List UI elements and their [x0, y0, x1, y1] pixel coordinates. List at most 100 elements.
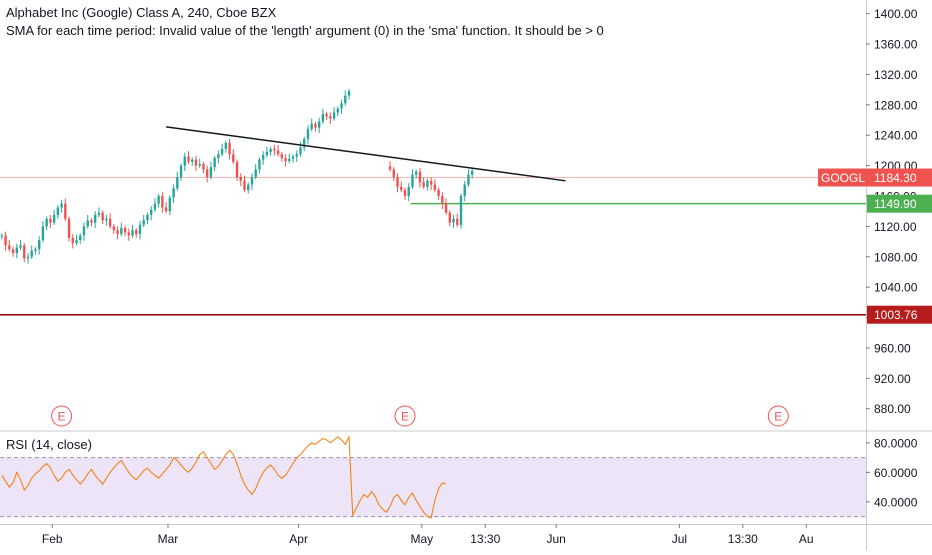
candle-body — [37, 240, 41, 250]
time-tick-label: Au — [799, 532, 814, 546]
candle-body — [396, 177, 399, 187]
candle-body — [34, 249, 37, 251]
candle-body — [30, 250, 33, 257]
rsi-title: RSI (14, close) — [6, 437, 92, 452]
axis-layer: 1400.001360.001320.001280.001240.001200.… — [42, 7, 918, 546]
earnings-marker[interactable] — [394, 405, 416, 427]
candle-body — [138, 224, 142, 234]
candle-body — [325, 113, 328, 117]
candle-body — [45, 218, 48, 227]
candle-body — [344, 95, 347, 104]
price-tick-label: 1080.00 — [874, 250, 918, 264]
candle-body — [79, 235, 82, 241]
candle-body — [23, 245, 26, 259]
candle-body — [187, 156, 190, 162]
last-price-badge — [867, 168, 932, 187]
candle-body — [146, 215, 149, 221]
symbol-badge — [818, 168, 868, 187]
candle-body — [19, 245, 22, 248]
candle-body — [49, 218, 52, 223]
trend-line[interactable] — [166, 126, 566, 182]
low-price-badge — [867, 305, 932, 324]
trend-line-layer[interactable] — [166, 126, 566, 182]
rsi-tick-label: 60.0000 — [874, 466, 918, 480]
candle-body — [340, 103, 343, 109]
candle-body — [135, 230, 138, 234]
candle-body — [67, 218, 71, 238]
candle-body — [202, 164, 205, 170]
candle-body — [52, 215, 56, 223]
candle-body — [441, 196, 444, 204]
candle-body — [217, 154, 220, 159]
rsi-band — [0, 457, 866, 517]
candle-body — [415, 171, 418, 175]
candle-body — [299, 147, 302, 155]
candle-body — [444, 203, 448, 213]
candle-body — [127, 232, 130, 236]
candle-body — [191, 159, 194, 162]
low-price-badge-label: 1003.76 — [874, 308, 918, 322]
candle-body — [56, 207, 60, 215]
candle-body — [149, 209, 153, 215]
candle-body — [276, 150, 280, 155]
horizontal-lines-layer — [0, 177, 866, 316]
candle-body — [157, 196, 160, 204]
candle-body — [288, 158, 291, 162]
earnings-marker[interactable] — [767, 405, 789, 427]
candle-body — [247, 184, 250, 190]
candle-body — [82, 226, 86, 236]
time-tick-label: Jun — [547, 532, 566, 546]
candle-body — [291, 156, 295, 159]
candle-body — [164, 207, 168, 212]
price-tick-label: 1120.00 — [874, 220, 917, 234]
candle-body — [295, 154, 298, 157]
candle-body — [254, 169, 257, 178]
candle-body — [224, 142, 228, 149]
candle-body — [161, 196, 164, 208]
price-tick-label: 880.00 — [874, 402, 911, 416]
candle-body — [250, 177, 254, 185]
candle-body — [232, 154, 235, 162]
candle-body — [411, 174, 414, 187]
earnings-marker[interactable] — [51, 405, 73, 427]
rsi-line — [1, 434, 447, 519]
candle-body — [273, 148, 276, 151]
candle-body — [93, 215, 97, 223]
price-tick-label: 1240.00 — [874, 129, 918, 143]
price-tick-label: 960.00 — [874, 341, 911, 355]
earnings-marker-label: E — [774, 410, 782, 424]
time-tick-label: Apr — [289, 532, 308, 546]
candle-body — [11, 249, 15, 253]
candle-body — [467, 174, 470, 185]
candle-body — [64, 203, 67, 219]
candle-body — [459, 196, 463, 225]
time-tick-label: Mar — [158, 532, 179, 546]
candle-body — [437, 189, 440, 197]
candle-body — [213, 158, 216, 168]
candle-body — [321, 113, 325, 122]
candle-body — [261, 154, 265, 160]
candle-body — [306, 129, 310, 140]
candle-body — [176, 177, 179, 189]
candle-body — [220, 148, 224, 155]
candle-body — [422, 182, 425, 187]
candle-body — [198, 164, 201, 166]
price-tick-label: 1400.00 — [874, 7, 918, 21]
candle-body — [400, 186, 403, 190]
candle-body — [86, 220, 89, 227]
candle-body — [329, 116, 332, 119]
candle-body — [317, 121, 321, 128]
candle-body — [60, 203, 63, 208]
candle-body — [280, 154, 284, 159]
candle-body — [448, 212, 451, 223]
time-tick-label: May — [410, 532, 433, 546]
candle-body — [71, 237, 74, 244]
symbol-badge-label: GOOGL — [821, 171, 865, 185]
candle-body — [97, 212, 101, 215]
indicator-error-message: SMA for each time period: Invalid value … — [6, 23, 604, 38]
candle-body — [392, 169, 396, 178]
candle-body — [456, 218, 459, 225]
